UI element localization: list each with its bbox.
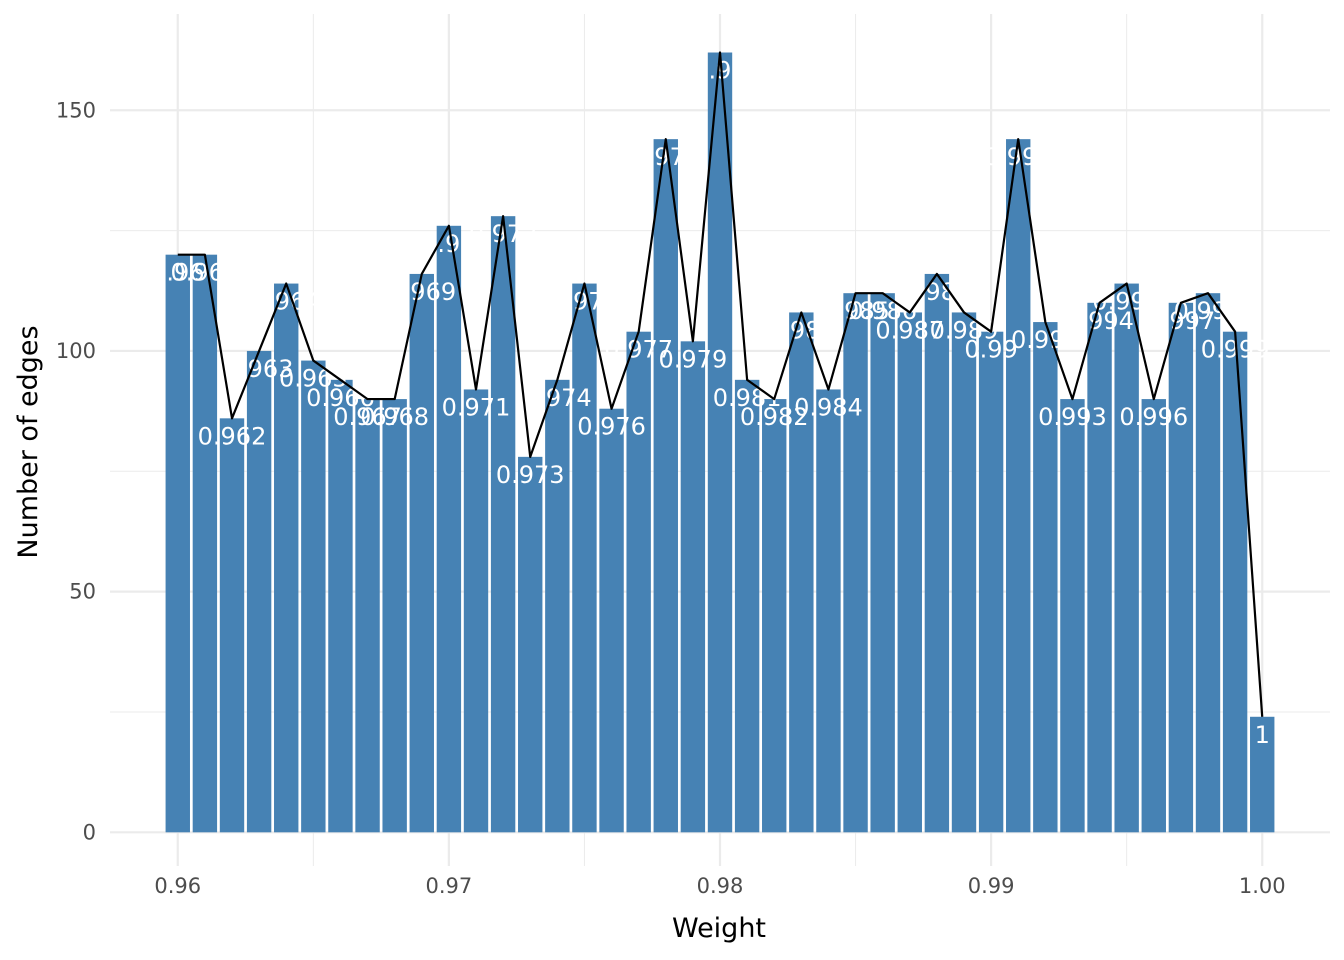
bar (870, 293, 895, 833)
bar (436, 225, 462, 833)
bar (301, 360, 326, 833)
bar-label: 0.983 (767, 316, 836, 344)
bar-label: 0.995 (1092, 288, 1161, 316)
frequency-line-layer (177, 51, 1264, 717)
bar-label: 0.978 (631, 143, 700, 171)
bar-label: 0.996 (1119, 403, 1188, 431)
bar (951, 312, 977, 833)
bar (192, 254, 218, 833)
bar (463, 389, 489, 833)
bar (219, 418, 245, 833)
y-tick-label: 0 (83, 820, 96, 844)
bar-label: 0.994 (1065, 307, 1134, 335)
y-tick-label: 100 (56, 339, 96, 363)
bar-label: 0.986 (848, 297, 917, 325)
bar-label: 0.976 (577, 413, 646, 441)
bar-labels: 0.960.9610.9620.9630.9640.9650.9660.9670… (151, 57, 1270, 749)
bar-label: 0.984 (794, 393, 863, 421)
y-axis-ticks: 0 50 100 150 (56, 98, 96, 844)
bar-label: 0.991 (984, 143, 1053, 171)
bar-label: 0.99 (964, 336, 1017, 364)
bar-label: 0.97 (422, 230, 475, 258)
bar (165, 254, 190, 833)
x-tick-label: 0.97 (426, 874, 473, 898)
bar (1114, 283, 1139, 833)
bar (1087, 302, 1112, 833)
bar-label: 0.985 (821, 297, 890, 325)
bar-label: 0.982 (740, 403, 809, 431)
bar-label: 0.965 (279, 365, 348, 393)
x-axis-ticks: 0.96 0.97 0.98 0.99 1.00 (154, 874, 1285, 898)
bar (328, 379, 353, 833)
bar-label: 1 (1255, 721, 1270, 749)
y-tick-label: 50 (69, 580, 96, 604)
bar-label: 0.961 (171, 259, 240, 287)
bar-label: 0.963 (225, 355, 294, 383)
bar-label: 0.971 (442, 393, 511, 421)
bar-label: 0.962 (198, 422, 267, 450)
bar-label: 0.977 (604, 336, 673, 364)
bar (897, 312, 922, 833)
bar-label: 0.997 (1147, 307, 1216, 335)
bar (545, 379, 570, 833)
bar-label: 0.979 (659, 345, 728, 373)
bar (1195, 293, 1221, 833)
x-axis-title: Weight (672, 913, 766, 944)
bar (599, 408, 624, 833)
bar (1222, 331, 1248, 833)
bar-label: 0.969 (387, 278, 456, 306)
bar (653, 139, 678, 833)
bar (734, 379, 760, 833)
bar (707, 52, 733, 833)
bar (680, 341, 706, 833)
bar (1060, 399, 1085, 833)
bar-label: 0.981 (713, 384, 782, 412)
bar-label: 0.967 (333, 403, 402, 431)
bar-label: 0.974 (523, 384, 592, 412)
bar (978, 331, 1004, 833)
bar-label: 0.987 (875, 316, 944, 344)
bar (274, 283, 299, 833)
bar (843, 293, 868, 833)
bar (1250, 716, 1275, 833)
x-tick-label: 0.98 (697, 874, 744, 898)
bar (355, 399, 380, 833)
bar-label: 0.993 (1038, 403, 1107, 431)
bar (1141, 399, 1166, 833)
frequency-line (177, 51, 1264, 717)
bar (626, 331, 651, 833)
bar (924, 273, 950, 833)
bar (1006, 139, 1031, 833)
bar-label: 0.992 (1011, 326, 1080, 354)
bar (762, 399, 787, 833)
bar (518, 456, 543, 833)
bar-label: 0.96 (151, 259, 204, 287)
bar-label: 0.988 (903, 278, 972, 306)
y-tick-label: 150 (56, 98, 96, 122)
bars (165, 52, 1275, 833)
bar (246, 350, 272, 833)
bar (382, 399, 407, 833)
bar-label: 0.968 (360, 403, 429, 431)
bar-label: 0.964 (252, 288, 321, 316)
y-axis-title: Number of edges (13, 325, 44, 558)
bar (409, 273, 434, 833)
bar (789, 312, 814, 833)
bar (1168, 302, 1194, 833)
bar (572, 283, 597, 833)
bar-label: 0.989 (930, 316, 999, 344)
x-tick-label: 1.00 (1239, 874, 1286, 898)
bar (816, 389, 841, 833)
x-tick-label: 0.96 (154, 874, 201, 898)
bar-label: 0.975 (550, 288, 619, 316)
bar-label: 0.973 (496, 461, 565, 489)
bar (1033, 322, 1058, 833)
x-tick-label: 0.99 (968, 874, 1015, 898)
bar (490, 216, 516, 833)
bar-label: 0.966 (306, 384, 375, 412)
